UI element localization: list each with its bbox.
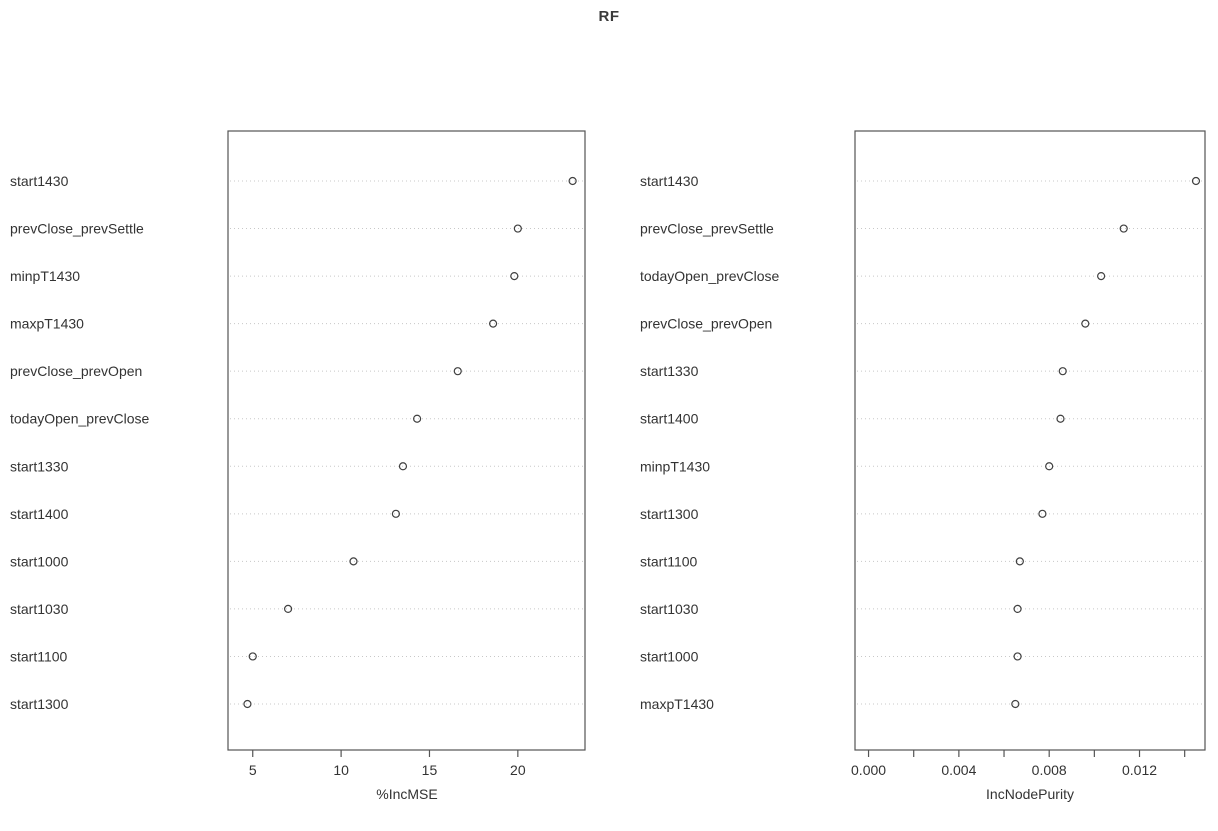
category-label: start1430 (640, 173, 699, 189)
category-label: start1000 (640, 648, 699, 664)
x-tick-label: 0.000 (851, 762, 886, 778)
category-label: start1300 (640, 506, 699, 522)
data-point (1191, 176, 1201, 186)
category-label: start1400 (10, 506, 69, 522)
data-point (1015, 557, 1024, 566)
category-label: todayOpen_prevClose (10, 411, 150, 427)
plot-box (227, 130, 586, 751)
category-label: start1100 (640, 553, 698, 569)
x-tick-label: 5 (249, 762, 257, 778)
data-point (513, 224, 522, 233)
category-label: prevClose_prevOpen (10, 363, 142, 379)
category-label: prevClose_prevSettle (10, 221, 144, 237)
data-point (243, 699, 252, 709)
data-point (413, 414, 422, 423)
category-label: start1000 (10, 553, 69, 569)
data-point (1058, 367, 1067, 376)
data-point (510, 271, 519, 281)
x-tick-label: 0.012 (1122, 762, 1157, 778)
data-point (349, 557, 358, 566)
category-label: start1330 (10, 458, 69, 474)
category-label: start1030 (10, 601, 69, 617)
category-label: start1430 (10, 173, 69, 189)
xaxis-label-incmse: %IncMSE (376, 786, 438, 802)
category-label: start1400 (640, 411, 699, 427)
data-point (1011, 699, 1020, 709)
data-point (248, 652, 257, 661)
data-point (568, 176, 577, 186)
data-point (1119, 224, 1128, 233)
data-point (488, 319, 498, 328)
category-label: start1330 (640, 363, 699, 379)
category-label: todayOpen_prevClose (640, 268, 780, 284)
category-label: minpT1430 (10, 268, 80, 284)
category-label: prevClose_prevOpen (640, 316, 772, 332)
category-label: start1300 (10, 696, 69, 712)
data-point (1097, 271, 1106, 281)
xaxis-label-incnodepurity: IncNodePurity (986, 786, 1074, 802)
data-point (1045, 462, 1054, 471)
x-tick-label: 0.008 (1032, 762, 1067, 778)
category-label: start1100 (10, 648, 68, 664)
data-point (398, 462, 408, 471)
data-point (453, 367, 462, 376)
category-label: maxpT1430 (10, 316, 84, 332)
data-point (1056, 414, 1065, 423)
data-point (1081, 319, 1090, 328)
category-label: minpT1430 (640, 458, 710, 474)
data-point (391, 509, 400, 518)
data-point (283, 604, 293, 614)
category-label: start1030 (640, 601, 699, 617)
chart-title: RF (598, 8, 620, 25)
data-point (1038, 509, 1047, 518)
x-tick-label: 10 (333, 762, 349, 778)
x-tick-label: 15 (422, 762, 438, 778)
category-label: prevClose_prevSettle (640, 221, 774, 237)
x-tick-label: 0.004 (941, 762, 976, 778)
x-tick-label: 20 (510, 762, 526, 778)
data-point (1013, 604, 1022, 614)
data-point (1013, 652, 1022, 661)
category-label: maxpT1430 (640, 696, 714, 712)
plot-box (854, 130, 1206, 751)
